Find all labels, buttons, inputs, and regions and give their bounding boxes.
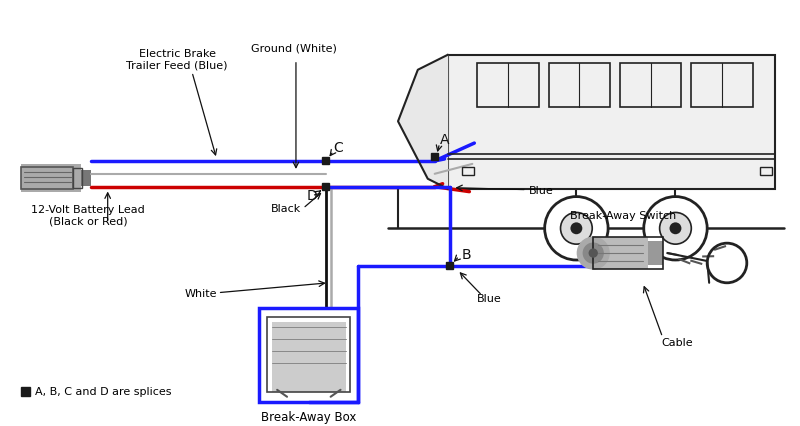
Text: 12-Volt Battery Lead
(Black or Red): 12-Volt Battery Lead (Black or Red): [31, 204, 145, 226]
Text: C: C: [334, 141, 343, 155]
Circle shape: [561, 213, 592, 245]
Text: B: B: [462, 248, 471, 262]
Circle shape: [670, 223, 682, 235]
Text: White: White: [184, 288, 217, 298]
Circle shape: [644, 197, 707, 260]
Circle shape: [583, 244, 603, 263]
Bar: [272, 322, 346, 392]
Text: Blue: Blue: [529, 185, 554, 195]
Bar: [322, 158, 329, 165]
Circle shape: [545, 197, 608, 260]
Circle shape: [578, 238, 609, 269]
Circle shape: [570, 223, 582, 235]
Text: Electric Brake
Trailer Feed (Blue): Electric Brake Trailer Feed (Blue): [126, 49, 228, 70]
Bar: [22, 164, 81, 192]
Bar: [447, 56, 774, 189]
Bar: [73, 168, 82, 188]
Text: Cable: Cable: [662, 337, 694, 348]
Bar: [760, 167, 771, 176]
Bar: [462, 167, 474, 176]
Text: A: A: [440, 133, 449, 147]
Text: Ground (White): Ground (White): [251, 43, 337, 53]
Text: Break-Away Box: Break-Away Box: [261, 410, 357, 423]
Bar: [549, 63, 610, 108]
Bar: [691, 63, 753, 108]
Bar: [648, 242, 662, 265]
Bar: [81, 170, 91, 186]
Text: Blue: Blue: [477, 293, 502, 303]
Text: Break-Away Switch: Break-Away Switch: [570, 211, 676, 221]
Bar: [431, 154, 438, 161]
Polygon shape: [398, 56, 447, 189]
Bar: [22, 387, 30, 396]
Bar: [22, 167, 73, 189]
Bar: [594, 238, 662, 269]
Bar: [620, 63, 682, 108]
Bar: [267, 318, 350, 392]
Bar: [322, 184, 329, 191]
Text: Black: Black: [271, 204, 302, 214]
Bar: [478, 63, 538, 108]
Circle shape: [590, 250, 597, 257]
Text: D: D: [306, 188, 317, 202]
Bar: [259, 308, 358, 402]
Text: A, B, C and D are splices: A, B, C and D are splices: [35, 386, 172, 396]
Bar: [594, 238, 648, 269]
Circle shape: [660, 213, 691, 245]
Bar: [446, 263, 453, 270]
